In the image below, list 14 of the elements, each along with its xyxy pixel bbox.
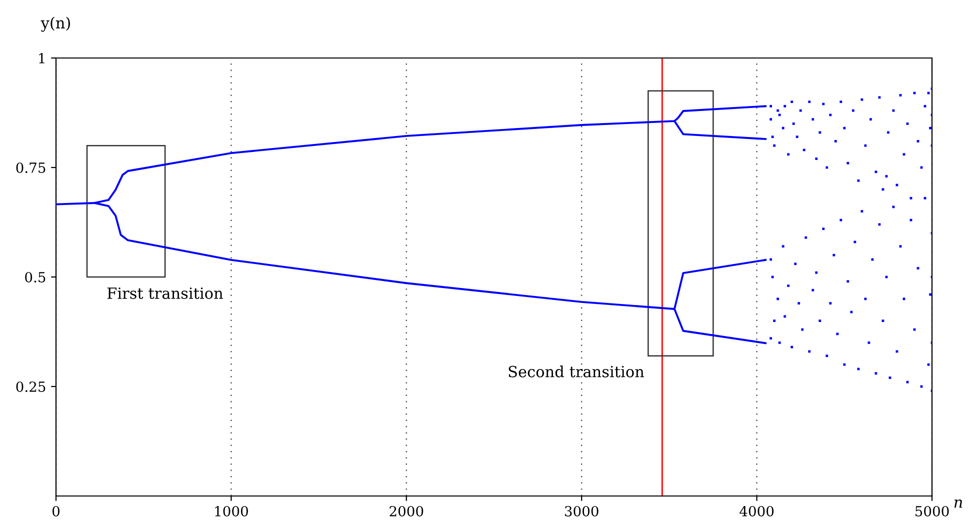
y-tick-label: 0.75 bbox=[16, 162, 46, 173]
y-tick-label: 0.5 bbox=[25, 272, 46, 282]
annotation: First transition bbox=[107, 287, 223, 299]
x-tick-label: 0 bbox=[52, 506, 60, 516]
x-tick-label: 5000 bbox=[916, 506, 949, 516]
x-axis-title: n bbox=[954, 499, 962, 508]
x-tick-label: 2000 bbox=[390, 506, 424, 516]
y-tick-label: 0.25 bbox=[16, 381, 46, 392]
x-tick-label: 4000 bbox=[740, 506, 774, 516]
annotation: Second transition bbox=[508, 366, 644, 378]
y-axis-title: y(n) bbox=[40, 16, 70, 32]
x-tick-label: 1000 bbox=[215, 506, 248, 516]
x-tick-label: 3000 bbox=[564, 506, 598, 516]
y-tick-label: 1 bbox=[39, 52, 44, 64]
